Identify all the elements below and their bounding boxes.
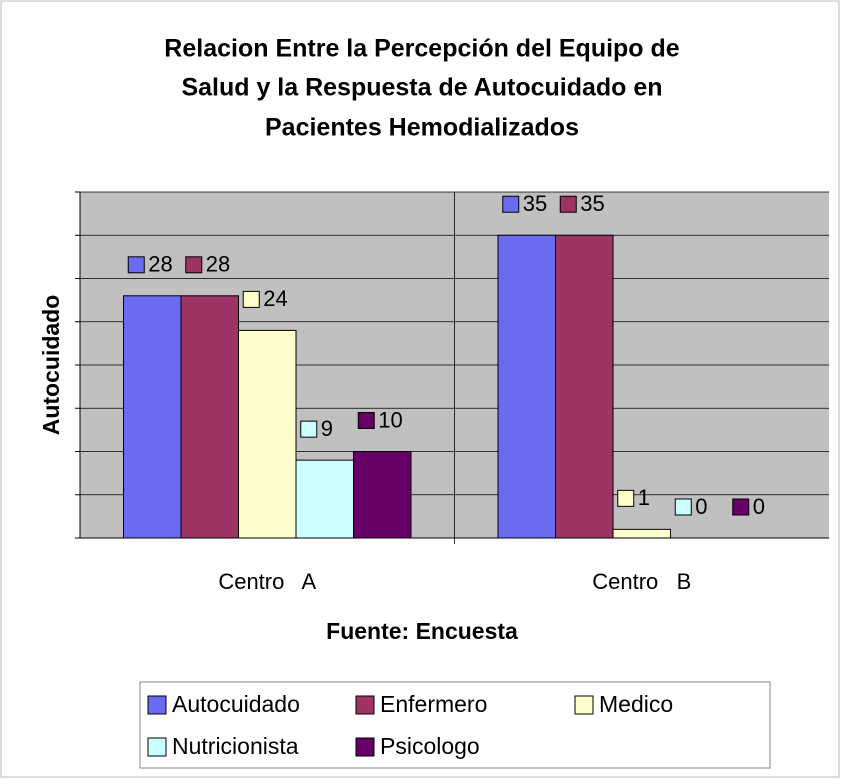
bar <box>353 451 412 539</box>
data-label-key <box>242 290 260 308</box>
data-label-key <box>617 489 635 507</box>
data-label-key <box>674 498 692 516</box>
legend-key <box>355 695 375 715</box>
data-label: 28 <box>206 252 230 277</box>
bar <box>555 234 614 539</box>
data-label: 35 <box>580 191 604 216</box>
data-label-key <box>502 195 520 213</box>
legend-label: Enfermero <box>380 691 487 717</box>
data-label-key <box>185 256 203 274</box>
bar <box>612 528 671 539</box>
bar <box>497 234 556 539</box>
data-label: 0 <box>695 494 707 519</box>
chart-title: Salud y la Respuesta de Autocuidado en <box>181 74 662 102</box>
legend <box>139 681 771 769</box>
legend-label: Medico <box>599 691 673 717</box>
bar <box>238 329 297 539</box>
bar <box>180 295 239 539</box>
data-label: 35 <box>523 191 547 216</box>
data-label-key <box>127 256 145 274</box>
x-tick-label: Centro A <box>218 569 316 594</box>
bar <box>123 295 182 539</box>
x-tick-label: Centro B <box>592 569 691 594</box>
data-label-key <box>732 498 750 516</box>
data-label-key <box>559 195 577 213</box>
chart-title: Pacientes Hemodializados <box>265 114 579 142</box>
bar <box>295 459 354 539</box>
data-label: 28 <box>148 252 172 277</box>
chart-title: Relacion Entre la Percepción del Equipo … <box>164 35 680 63</box>
legend-label: Psicologo <box>380 733 480 759</box>
legend-key <box>355 737 375 757</box>
legend-label: Nutricionista <box>172 733 299 759</box>
data-label: 0 <box>753 494 765 519</box>
legend-label: Autocuidado <box>172 691 300 717</box>
x-axis-title: Fuente: Encuesta <box>326 618 518 644</box>
legend-key <box>147 737 167 757</box>
data-label: 1 <box>638 485 650 510</box>
data-label-key <box>357 412 375 429</box>
legend-key <box>147 695 167 715</box>
y-axis-title: Autocuidado <box>38 295 64 436</box>
data-label: 24 <box>263 286 287 311</box>
data-label-key <box>300 420 318 438</box>
data-label: 9 <box>321 416 333 441</box>
data-label: 10 <box>378 407 402 432</box>
legend-key <box>574 695 594 715</box>
